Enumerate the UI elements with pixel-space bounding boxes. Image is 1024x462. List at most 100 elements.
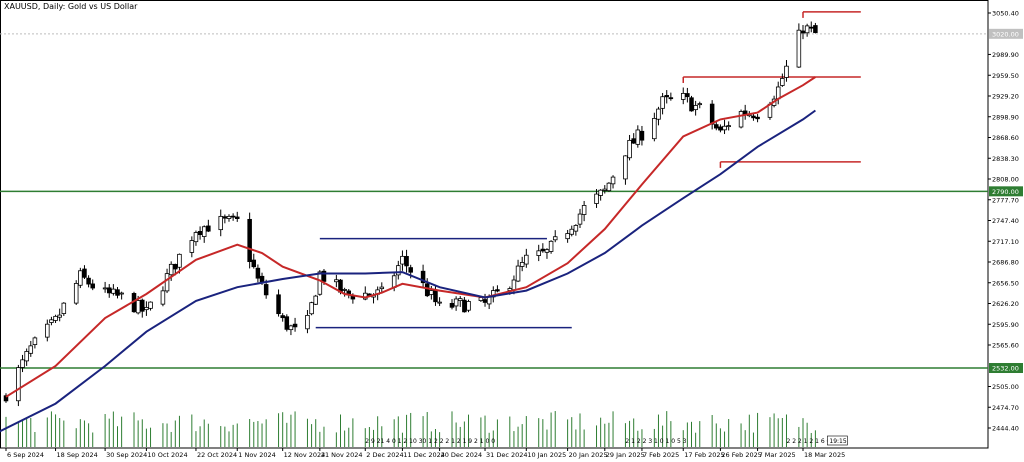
candle [652, 112, 657, 142]
x-tick-label: 2 Dec 2024 [366, 451, 403, 459]
candles-layer [3, 21, 818, 407]
candle [86, 275, 91, 288]
candle-body-up [548, 240, 554, 252]
x-tick-label: 10 Oct 2024 [147, 451, 187, 459]
x-tick-label: 30 Sep 2024 [106, 451, 147, 459]
candle-body-down [255, 267, 261, 279]
candle [780, 73, 785, 87]
current-price-tag [989, 28, 1023, 39]
candle [206, 219, 211, 233]
candle-body-up [305, 314, 310, 330]
candle-body-up [511, 279, 517, 291]
volume-annotation: 2 1 2 2 3 1 0 1 0 5 3 [625, 438, 686, 445]
candle-body-up [784, 65, 789, 78]
candle-body-up [610, 176, 616, 185]
candle-body-down [86, 277, 91, 285]
candle-body-up [693, 105, 698, 111]
candle [796, 23, 802, 68]
x-tick-label: 11 Dec 2024 [403, 451, 445, 459]
candle-body-up [602, 188, 608, 191]
candle-body-up [164, 273, 170, 292]
candle-body-up [606, 182, 612, 192]
candle [16, 364, 21, 407]
candle [437, 297, 442, 307]
candle [313, 294, 318, 306]
candle-body-down [230, 215, 236, 218]
candle-body-up [102, 287, 108, 290]
levels-layer [0, 11, 988, 369]
candle-body-up [148, 301, 153, 309]
candle [45, 319, 50, 342]
candle [449, 299, 455, 310]
time-label: 19:15 [829, 438, 846, 445]
candle [573, 224, 579, 236]
candle-body-up [457, 298, 463, 301]
candle-body-up [780, 78, 785, 86]
candle-body-down [234, 216, 240, 220]
candle [742, 104, 748, 120]
candle-body-up [652, 118, 657, 140]
x-tick-label: 18 Sep 2024 [57, 451, 98, 459]
candle [482, 293, 488, 307]
candle-body-down [664, 95, 669, 98]
x-tick-label: 7 Mar 2025 [759, 451, 796, 459]
level-tag-label: 2790.00 [992, 188, 1019, 196]
candle-body-up [53, 315, 58, 321]
candle-body-up [400, 255, 405, 265]
y-tick-label: 2838.30 [992, 155, 1019, 163]
level-tag-label: 2532.00 [992, 365, 1019, 373]
candle [140, 298, 145, 318]
candle-body-up [429, 290, 434, 295]
y-axis: 3050.40 2989.90 2959.50 2929.20 2898.90 2868.… [988, 10, 1023, 433]
candle-body-up [573, 225, 579, 232]
candle [457, 296, 463, 307]
y-tick-label: 2777.70 [992, 196, 1019, 204]
candle [453, 296, 459, 311]
candle-body-down [709, 103, 715, 125]
candle-body-down [115, 289, 120, 296]
candle [718, 124, 723, 133]
candle-body-up [552, 236, 558, 241]
candle [598, 189, 603, 201]
candle-body-up [804, 25, 810, 34]
candle [664, 90, 669, 104]
candle [288, 324, 294, 336]
candle-body-down [404, 256, 409, 267]
candle [552, 230, 558, 243]
x-axis: 6 Sep 2024 18 Sep 2024 30 Sep 2024 10 Oct 2… [5, 435, 848, 459]
candle-body-down [433, 290, 438, 303]
volume-annotation: 2 2 2 1 2 1 6 0 5 [786, 438, 836, 445]
candle [709, 100, 715, 130]
candle-body-up [738, 111, 744, 128]
candle-body-up [309, 302, 314, 315]
candle-body-down [540, 248, 546, 252]
candle-body-up [775, 86, 781, 100]
candle-body-up [334, 279, 339, 283]
candle [251, 253, 257, 269]
candle-body-up [342, 289, 347, 291]
candle [738, 109, 744, 129]
ma50-line [0, 109, 816, 433]
candle-body-down [668, 97, 674, 100]
candle-body-up [680, 92, 686, 100]
candle-body-up [168, 263, 174, 276]
candle-body-down [280, 315, 285, 319]
candle-body-down [263, 284, 269, 296]
candle-body-down [800, 30, 806, 34]
candle-body-down [482, 299, 488, 303]
candle-body-down [495, 289, 500, 292]
candle [57, 308, 62, 322]
candle [53, 314, 58, 324]
candle-body-up [544, 249, 550, 253]
candle [144, 301, 149, 316]
candle-body-down [420, 270, 426, 284]
plot-frame [0, 0, 989, 449]
y-tick-label: 2747.40 [992, 217, 1019, 225]
x-tick-label: 12 Nov 2024 [284, 451, 326, 459]
candle [404, 249, 409, 273]
candle [119, 291, 124, 300]
candle [714, 120, 719, 131]
x-tick-label: 17 Feb 2025 [684, 451, 724, 459]
